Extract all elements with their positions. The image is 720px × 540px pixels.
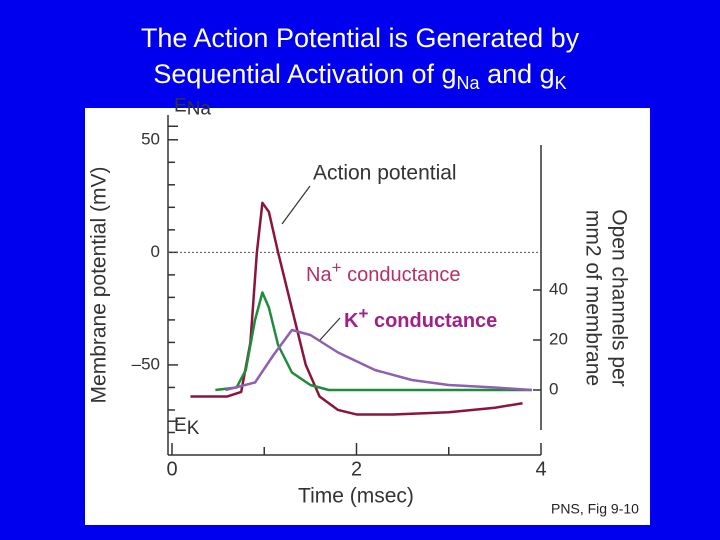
- x-tick-label: 0: [166, 458, 177, 480]
- marker-label: EK: [174, 415, 200, 439]
- marker-label-sub: Na: [187, 98, 212, 119]
- series-label: Na+ conductance: [306, 258, 461, 286]
- leader-line: [281, 185, 311, 225]
- caption: PNS, Fig 9-10: [551, 501, 639, 517]
- series-label: Action potential: [313, 162, 457, 185]
- y2-tick-label: 0: [549, 379, 558, 398]
- marker-label: ENa: [174, 95, 211, 119]
- title-sub: K: [555, 73, 567, 93]
- title-line: The Action Potential is Generated by: [141, 23, 580, 53]
- y-axis-label: Membrane potential (mV): [88, 167, 111, 404]
- y-tick-label: 0: [151, 242, 160, 261]
- y2-axis-label: Open channels per: [607, 209, 630, 386]
- y-tick-label: –50: [132, 354, 160, 373]
- series-label-sup: +: [332, 258, 342, 277]
- series-line: [225, 328, 532, 392]
- series-line: [215, 291, 532, 392]
- series-label-part: conductance: [342, 264, 461, 286]
- y-tick-label: 50: [141, 129, 160, 148]
- title-line: Sequential Activation of gNa and gK: [153, 59, 566, 93]
- x-tick-label: 2: [351, 458, 362, 480]
- marker-label-sub: K: [187, 418, 200, 439]
- x-axis-label: Time (msec): [298, 485, 414, 508]
- y2-tick-label: 20: [549, 329, 568, 348]
- x-tick-label: 4: [535, 458, 546, 480]
- marker-label-main: E: [174, 415, 187, 436]
- title-part: Sequential Activation of g: [153, 59, 456, 89]
- title-part: and g: [480, 59, 555, 89]
- series-label: K+ conductance: [344, 304, 497, 332]
- leader-line: [319, 317, 341, 341]
- series-label-sup: +: [358, 304, 368, 323]
- series-label-part: conductance: [368, 310, 497, 332]
- title-sub: Na: [457, 73, 481, 93]
- y2-tick-label: 40: [549, 279, 568, 298]
- series-label-part: Na: [306, 264, 332, 286]
- y2-axis-label: mm2 of membrane: [581, 210, 604, 386]
- series-label-part: K: [344, 310, 359, 332]
- marker-label-main: E: [174, 95, 187, 116]
